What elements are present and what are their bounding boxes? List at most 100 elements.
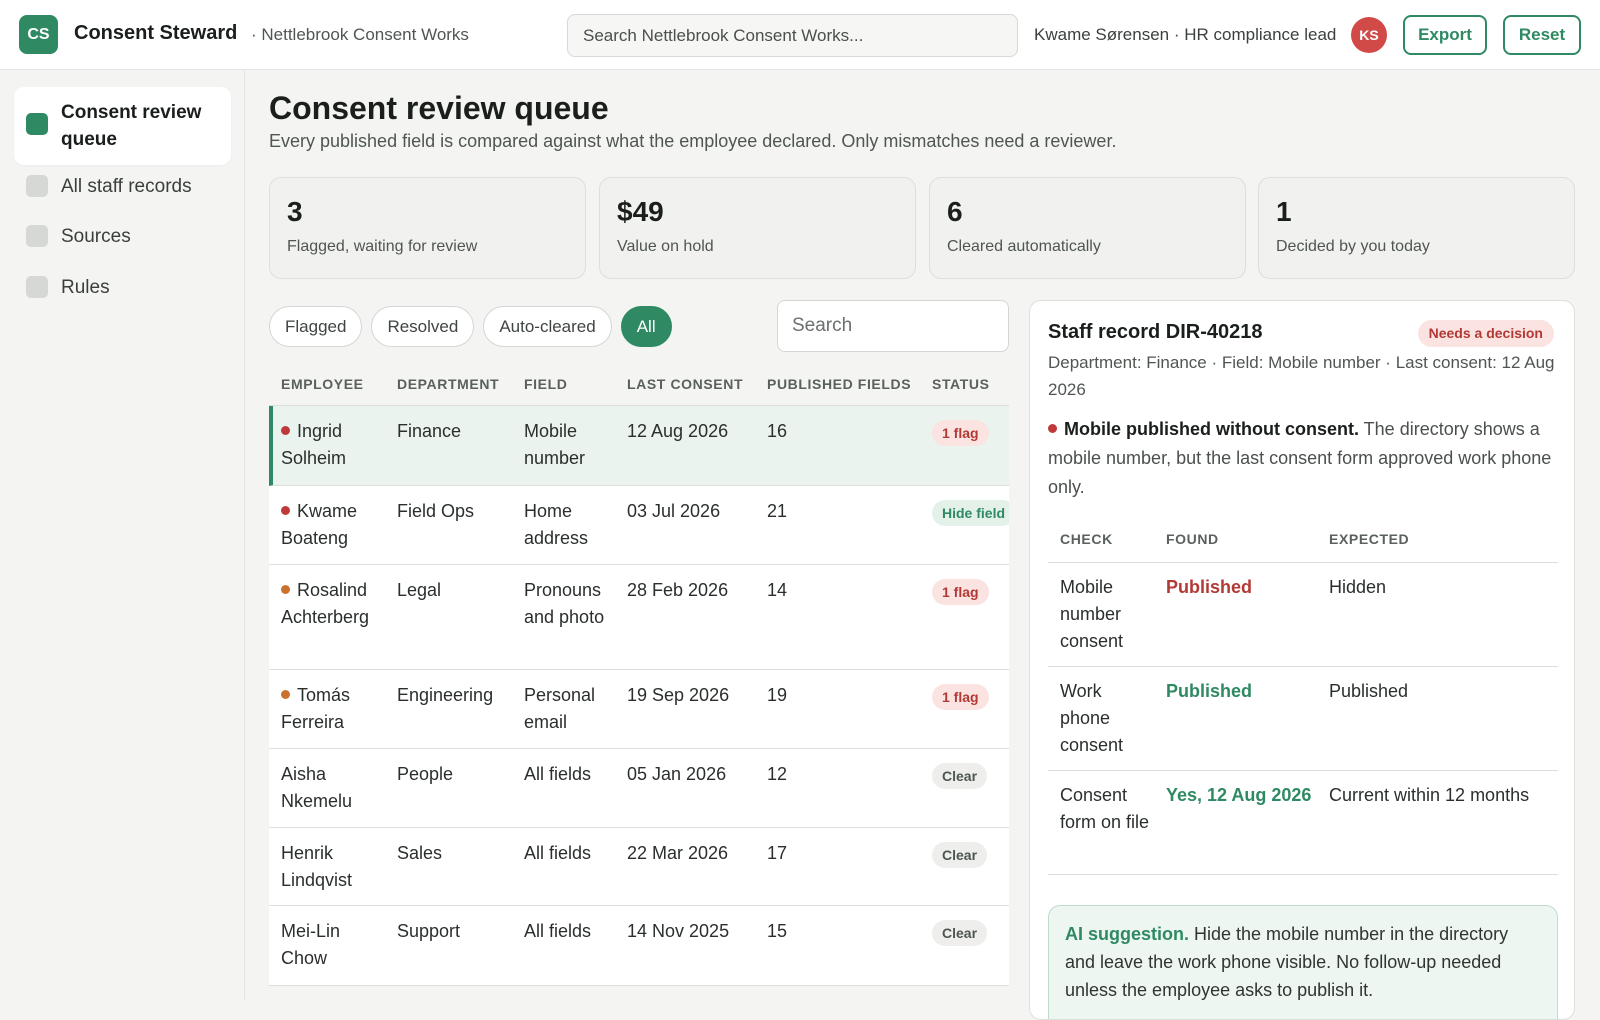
filter-chip-all[interactable]: All bbox=[620, 306, 672, 347]
cell-published-fields-text: 17 bbox=[767, 843, 788, 863]
stat-label: Cleared automatically bbox=[947, 238, 1101, 255]
sidebar-item-label: Consent review queue bbox=[61, 102, 202, 150]
table-row[interactable]: Aisha Nkemelu People All fields 05 Jan 2026… bbox=[269, 749, 1009, 828]
cell-published-fields: 15 bbox=[767, 918, 827, 945]
table-row[interactable]: Henrik Lindqvist Sales All fields 22 Mar 20… bbox=[269, 828, 1009, 906]
ai-suggestion: AI suggestion. Hide the mobile number in… bbox=[1048, 905, 1558, 1019]
cell-field: Personal email bbox=[524, 682, 619, 736]
column-header-last-consent[interactable]: LAST CONSENT bbox=[627, 376, 744, 392]
cell-department-text: People bbox=[397, 764, 454, 784]
severity-dot-icon bbox=[281, 690, 290, 699]
cell-employee-text: Rosalind Achterberg bbox=[281, 580, 370, 627]
cell-field: Mobile number bbox=[524, 418, 619, 472]
user-label: Kwame Sørensen · HR compliance lead bbox=[1034, 25, 1337, 44]
global-search-input[interactable] bbox=[567, 14, 1018, 57]
check-name: Mobile number consent bbox=[1060, 577, 1124, 651]
export-button[interactable]: Export bbox=[1403, 15, 1487, 55]
check-expected: Current within 12 months bbox=[1329, 785, 1530, 805]
column-header-department[interactable]: DEPARTMENT bbox=[397, 376, 500, 392]
detail-title: Staff record DIR-40218 bbox=[1048, 321, 1263, 343]
cell-published-fields: 14 bbox=[767, 577, 827, 604]
cell-employee-text: Aisha Nkemelu bbox=[281, 764, 353, 811]
app-logo: CS bbox=[19, 15, 58, 54]
stat-label: Value on hold bbox=[617, 238, 714, 255]
stat-card-decided-today: 1 Decided by you today bbox=[1258, 177, 1575, 279]
avatar[interactable]: KS bbox=[1351, 17, 1387, 53]
sidebar-item-all-staff-records[interactable]: All staff records bbox=[14, 161, 231, 212]
detail-message-lead: Mobile published without consent. bbox=[1064, 419, 1359, 439]
status-badge: Needs a decision bbox=[1417, 320, 1554, 347]
page-subtitle: Every published field is compared agains… bbox=[269, 131, 1117, 151]
filter-chip-flagged[interactable]: Flagged bbox=[269, 306, 363, 347]
cell-department: Legal bbox=[397, 577, 517, 604]
cell-field: All fields bbox=[524, 840, 619, 867]
cell-last-consent-text: 19 Sep 2026 bbox=[627, 685, 730, 705]
status-badge: Hide field bbox=[932, 500, 1009, 526]
checks-header-check: CHECK bbox=[1060, 531, 1113, 547]
cell-published-fields-text: 21 bbox=[767, 501, 788, 521]
detail-message-body: The directory shows a mobile number, but… bbox=[1048, 419, 1552, 497]
cell-employee-text: Mei-Lin Chow bbox=[281, 921, 341, 968]
filter-chip-resolved[interactable]: Resolved bbox=[371, 306, 475, 347]
table-row[interactable]: Ingrid Solheim Finance Mobile number 12 Aug… bbox=[269, 406, 1009, 486]
check-row: Mobile number consent Published Hidden bbox=[1048, 563, 1558, 667]
severity-dot-icon bbox=[281, 426, 290, 435]
cell-field: All fields bbox=[524, 761, 619, 788]
stat-label: Decided by you today bbox=[1276, 238, 1430, 255]
nav-square-icon bbox=[26, 113, 48, 135]
stat-label: Flagged, waiting for review bbox=[287, 238, 478, 255]
cell-employee-text: Ingrid Solheim bbox=[281, 421, 347, 468]
sidebar-item-label: Rules bbox=[61, 277, 110, 298]
reset-button[interactable]: Reset bbox=[1503, 15, 1581, 55]
column-header-published-fields[interactable]: PUBLISHED FIELDS bbox=[767, 376, 912, 392]
column-header-status[interactable]: STATUS bbox=[932, 376, 990, 392]
cell-published-fields: 16 bbox=[767, 418, 827, 445]
table-row[interactable]: Mei-Lin Chow Support All fields 14 Nov 2025… bbox=[269, 906, 1009, 986]
cell-department-text: Finance bbox=[397, 421, 462, 441]
cell-last-consent-text: 14 Nov 2025 bbox=[627, 921, 730, 941]
sidebar-item-label: All staff records bbox=[61, 176, 192, 197]
cell-last-consent-text: 03 Jul 2026 bbox=[627, 501, 721, 521]
check-found: Published bbox=[1166, 681, 1253, 701]
cell-department: Engineering bbox=[397, 682, 517, 709]
cell-published-fields: 19 bbox=[767, 682, 827, 709]
stat-card-flagged: 3 Flagged, waiting for review bbox=[269, 177, 586, 279]
sidebar-item-label: Sources bbox=[61, 226, 131, 247]
severity-dot-icon bbox=[281, 585, 290, 594]
sidebar-item-rules[interactable]: Rules bbox=[14, 262, 231, 313]
stat-card-value-on-hold: $49 Value on hold bbox=[599, 177, 916, 279]
filter-chip-auto-cleared[interactable]: Auto-cleared bbox=[483, 306, 612, 347]
check-found: Published bbox=[1166, 577, 1253, 597]
check-found: Yes, 12 Aug 2026 bbox=[1166, 785, 1312, 805]
cell-last-consent: 28 Feb 2026 bbox=[627, 577, 757, 604]
cell-department: Support bbox=[397, 918, 517, 945]
table-row[interactable]: Tomás Ferreira Engineering Personal email 1… bbox=[269, 670, 1009, 749]
cell-last-consent: 19 Sep 2026 bbox=[627, 682, 757, 709]
cell-department-text: Support bbox=[397, 921, 461, 941]
cell-last-consent-text: 28 Feb 2026 bbox=[627, 580, 729, 600]
cell-last-consent: 05 Jan 2026 bbox=[627, 761, 757, 788]
cell-last-consent: 03 Jul 2026 bbox=[627, 498, 757, 525]
column-header-employee[interactable]: EMPLOYEE bbox=[281, 376, 364, 392]
status-badge: Clear bbox=[932, 920, 988, 946]
cell-field-text: Personal email bbox=[524, 685, 596, 732]
cell-field-text: Mobile number bbox=[524, 421, 586, 468]
sidebar-item-sources[interactable]: Sources bbox=[14, 211, 231, 262]
table-row[interactable]: Rosalind Achterberg Legal Pronouns and pho… bbox=[269, 565, 1009, 670]
sidebar-item-consent-review-queue[interactable]: Consent review queue bbox=[14, 87, 231, 165]
detail-meta: Department: Finance · Field: Mobile numb… bbox=[1048, 353, 1555, 399]
sidebar: Consent review queue All staff records S… bbox=[0, 70, 245, 1000]
cell-published-fields-text: 12 bbox=[767, 764, 788, 784]
check-row: Consent form on file Yes, 12 Aug 2026 Curr… bbox=[1048, 771, 1558, 875]
table-search-input[interactable] bbox=[777, 300, 1009, 352]
cell-department: People bbox=[397, 761, 517, 788]
table-row[interactable]: Kwame Boateng Field Ops Home address 03 Jul… bbox=[269, 486, 1009, 565]
cell-last-consent-text: 12 Aug 2026 bbox=[627, 421, 729, 441]
app-name: Consent Steward bbox=[74, 22, 238, 44]
page-title: Consent review queue bbox=[269, 90, 609, 126]
column-header-field[interactable]: FIELD bbox=[524, 376, 568, 392]
cell-field-text: All fields bbox=[524, 921, 592, 941]
check-expected: Hidden bbox=[1329, 577, 1387, 597]
check-expected: Published bbox=[1329, 681, 1409, 701]
org-name: · Nettlebrook Consent Works bbox=[251, 25, 469, 44]
